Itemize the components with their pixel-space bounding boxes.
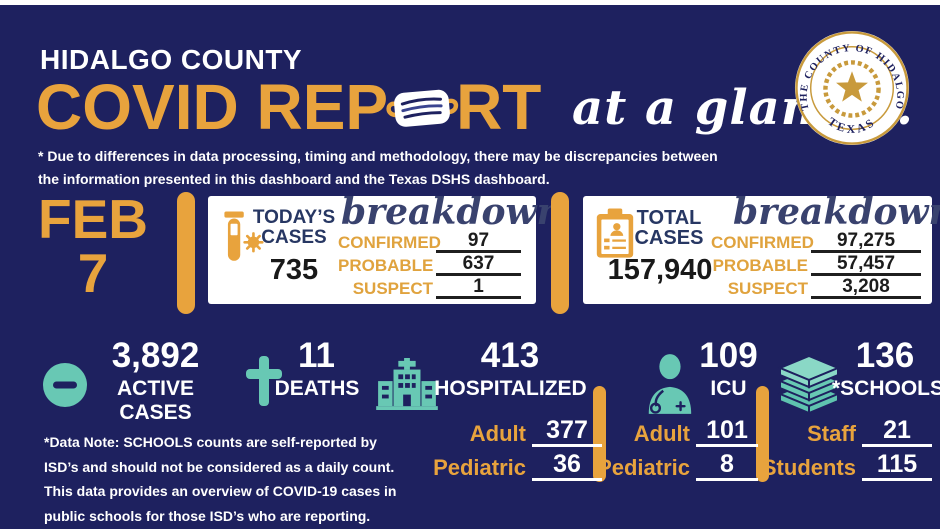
sub-stat-row: Adult 377 xyxy=(398,418,602,447)
breakdown-row-label: CONFIRMED xyxy=(711,233,814,252)
title-right: RT xyxy=(456,71,542,143)
breakdown-row: SUSPECT 3,208 xyxy=(711,276,921,299)
deaths-label: DEATHS xyxy=(274,377,360,400)
deaths-value: 11 xyxy=(298,336,335,375)
sub-stat-row: Staff 21 xyxy=(728,418,932,447)
total-breakdown-title: breakdown xyxy=(733,191,940,233)
sub-stat-label: Adult xyxy=(469,421,526,446)
sub-stat-row: Pediatric 36 xyxy=(398,452,602,481)
minus-circle-icon xyxy=(42,362,88,413)
sub-stat-value: 115 xyxy=(862,452,932,481)
sub-stat-value: 101 xyxy=(696,418,758,447)
divider-bar-date xyxy=(177,192,195,314)
date-day: 7 xyxy=(77,242,109,304)
breakdown-row-label: SUSPECT xyxy=(727,279,808,298)
seal-wreath xyxy=(823,60,881,118)
data-note-line-3: This data provides an overview of COVID-… xyxy=(44,483,397,499)
total-cases-label: TOTAL CASES xyxy=(634,207,704,249)
disclaimer-line-1: * Due to differences in data processing,… xyxy=(38,148,718,164)
schools-value: 136 xyxy=(855,336,915,375)
breakdown-row: PROBABLE 57,457 xyxy=(711,253,921,276)
breakdown-row: CONFIRMED 97 xyxy=(338,230,521,253)
today-cases-label: TODAY’S CASES xyxy=(252,207,336,248)
sub-stat-value: 8 xyxy=(696,452,758,481)
svg-text:TEXAS: TEXAS xyxy=(825,114,878,136)
top-border-strip xyxy=(0,0,940,5)
total-cases-card: TOTAL CASES 157,940 breakdown CONFIRMED … xyxy=(583,194,940,304)
disclaimer-line-2: the information presented in this dashbo… xyxy=(38,170,550,187)
report-date: FEB 7 xyxy=(18,188,168,304)
doctor-icon xyxy=(642,354,696,419)
sub-stat-label: Students xyxy=(761,455,856,480)
books-icon xyxy=(776,352,842,419)
data-note-line-4: public schools for those ISD’s who are r… xyxy=(44,507,371,524)
today-cases-value: 735 xyxy=(269,254,319,286)
sub-stat-label: Pediatric xyxy=(433,455,526,480)
seal-star xyxy=(836,71,868,102)
test-tube-virus-icon xyxy=(220,210,264,269)
sub-stat-value: 21 xyxy=(862,418,932,447)
breakdown-row: CONFIRMED 97,275 xyxy=(711,230,921,253)
breakdown-row: PROBABLE 637 xyxy=(338,253,521,276)
total-cases-value: 157,940 xyxy=(607,254,713,286)
hospital-icon xyxy=(376,358,438,415)
icu-label: ICU xyxy=(710,377,747,400)
county-title: HIDALGO COUNTY xyxy=(40,44,303,75)
breakdown-row: SUSPECT 1 xyxy=(338,276,521,299)
divider-bar-hosp-icu xyxy=(593,386,606,482)
sub-stat-row: Adult 101 xyxy=(562,418,758,447)
schools-label: *SCHOOLS xyxy=(832,377,940,400)
divider-bar-cards xyxy=(551,192,569,314)
breakdown-row-value: 57,457 xyxy=(811,254,921,276)
breakdown-row-value: 97 xyxy=(436,231,521,253)
disclaimer: * Due to differences in data processing,… xyxy=(38,145,718,190)
icu-substats: Adult 101 Pediatric 8 xyxy=(562,418,758,481)
sub-stat-label: Adult xyxy=(633,421,690,446)
date-month: FEB xyxy=(38,188,148,250)
active-cases-value: 3,892 xyxy=(111,336,200,375)
icu-value: 109 xyxy=(699,336,758,375)
divider-bar-icu-schools xyxy=(756,386,769,482)
clipboard-icon xyxy=(595,208,635,265)
today-breakdown-title: breakdown xyxy=(341,191,563,233)
hospitalized-label: HOSPITALIZED xyxy=(434,377,587,400)
breakdown-row-label: PROBABLE xyxy=(712,256,808,275)
sub-stat-label: Staff xyxy=(807,421,856,446)
schools-substats: Staff 21 Students 115 xyxy=(728,418,932,481)
cross-icon xyxy=(246,356,282,411)
hidalgo-county-seal: THE COUNTY OF HIDALGO TEXAS xyxy=(793,29,911,147)
breakdown-row-value: 637 xyxy=(436,254,521,276)
breakdown-row-value: 1 xyxy=(436,277,521,299)
total-breakdown-rows: CONFIRMED 97,275 PROBABLE 57,457 SUSPECT… xyxy=(711,230,921,299)
sub-stat-row: Students 115 xyxy=(728,452,932,481)
sub-stat-label: Pediatric xyxy=(597,455,690,480)
data-note: *Data Note: SCHOOLS counts are self-repo… xyxy=(44,430,396,528)
data-note-line-1: *Data Note: SCHOOLS counts are self-repo… xyxy=(44,434,377,450)
face-mask-icon xyxy=(385,79,459,139)
breakdown-row-label: SUSPECT xyxy=(352,279,433,298)
hospitalized-substats: Adult 377 Pediatric 36 xyxy=(398,418,602,481)
sub-stat-value: 377 xyxy=(532,418,602,447)
today-cases-card: TODAY’S CASES 735 breakdown CONFIRMED 97… xyxy=(208,194,563,304)
data-note-line-2: ISD’s and should not be considered as a … xyxy=(44,458,395,475)
breakdown-row-value: 97,275 xyxy=(811,231,921,253)
title-left: COVID REP xyxy=(36,71,389,143)
active-cases-label: ACTIVE CASES xyxy=(116,377,194,424)
sub-stat-value: 36 xyxy=(532,452,602,481)
seal-bottom-text: TEXAS xyxy=(825,114,875,136)
report-title: COVID REP RT xyxy=(36,74,541,140)
today-breakdown-rows: CONFIRMED 97 PROBABLE 637 SUSPECT 1 xyxy=(338,230,521,299)
breakdown-row-label: CONFIRMED xyxy=(338,233,441,252)
sub-stat-row: Pediatric 8 xyxy=(562,452,758,481)
breakdown-row-label: PROBABLE xyxy=(338,256,434,275)
breakdown-row-value: 3,208 xyxy=(811,277,921,299)
hospitalized-value: 413 xyxy=(480,336,540,375)
